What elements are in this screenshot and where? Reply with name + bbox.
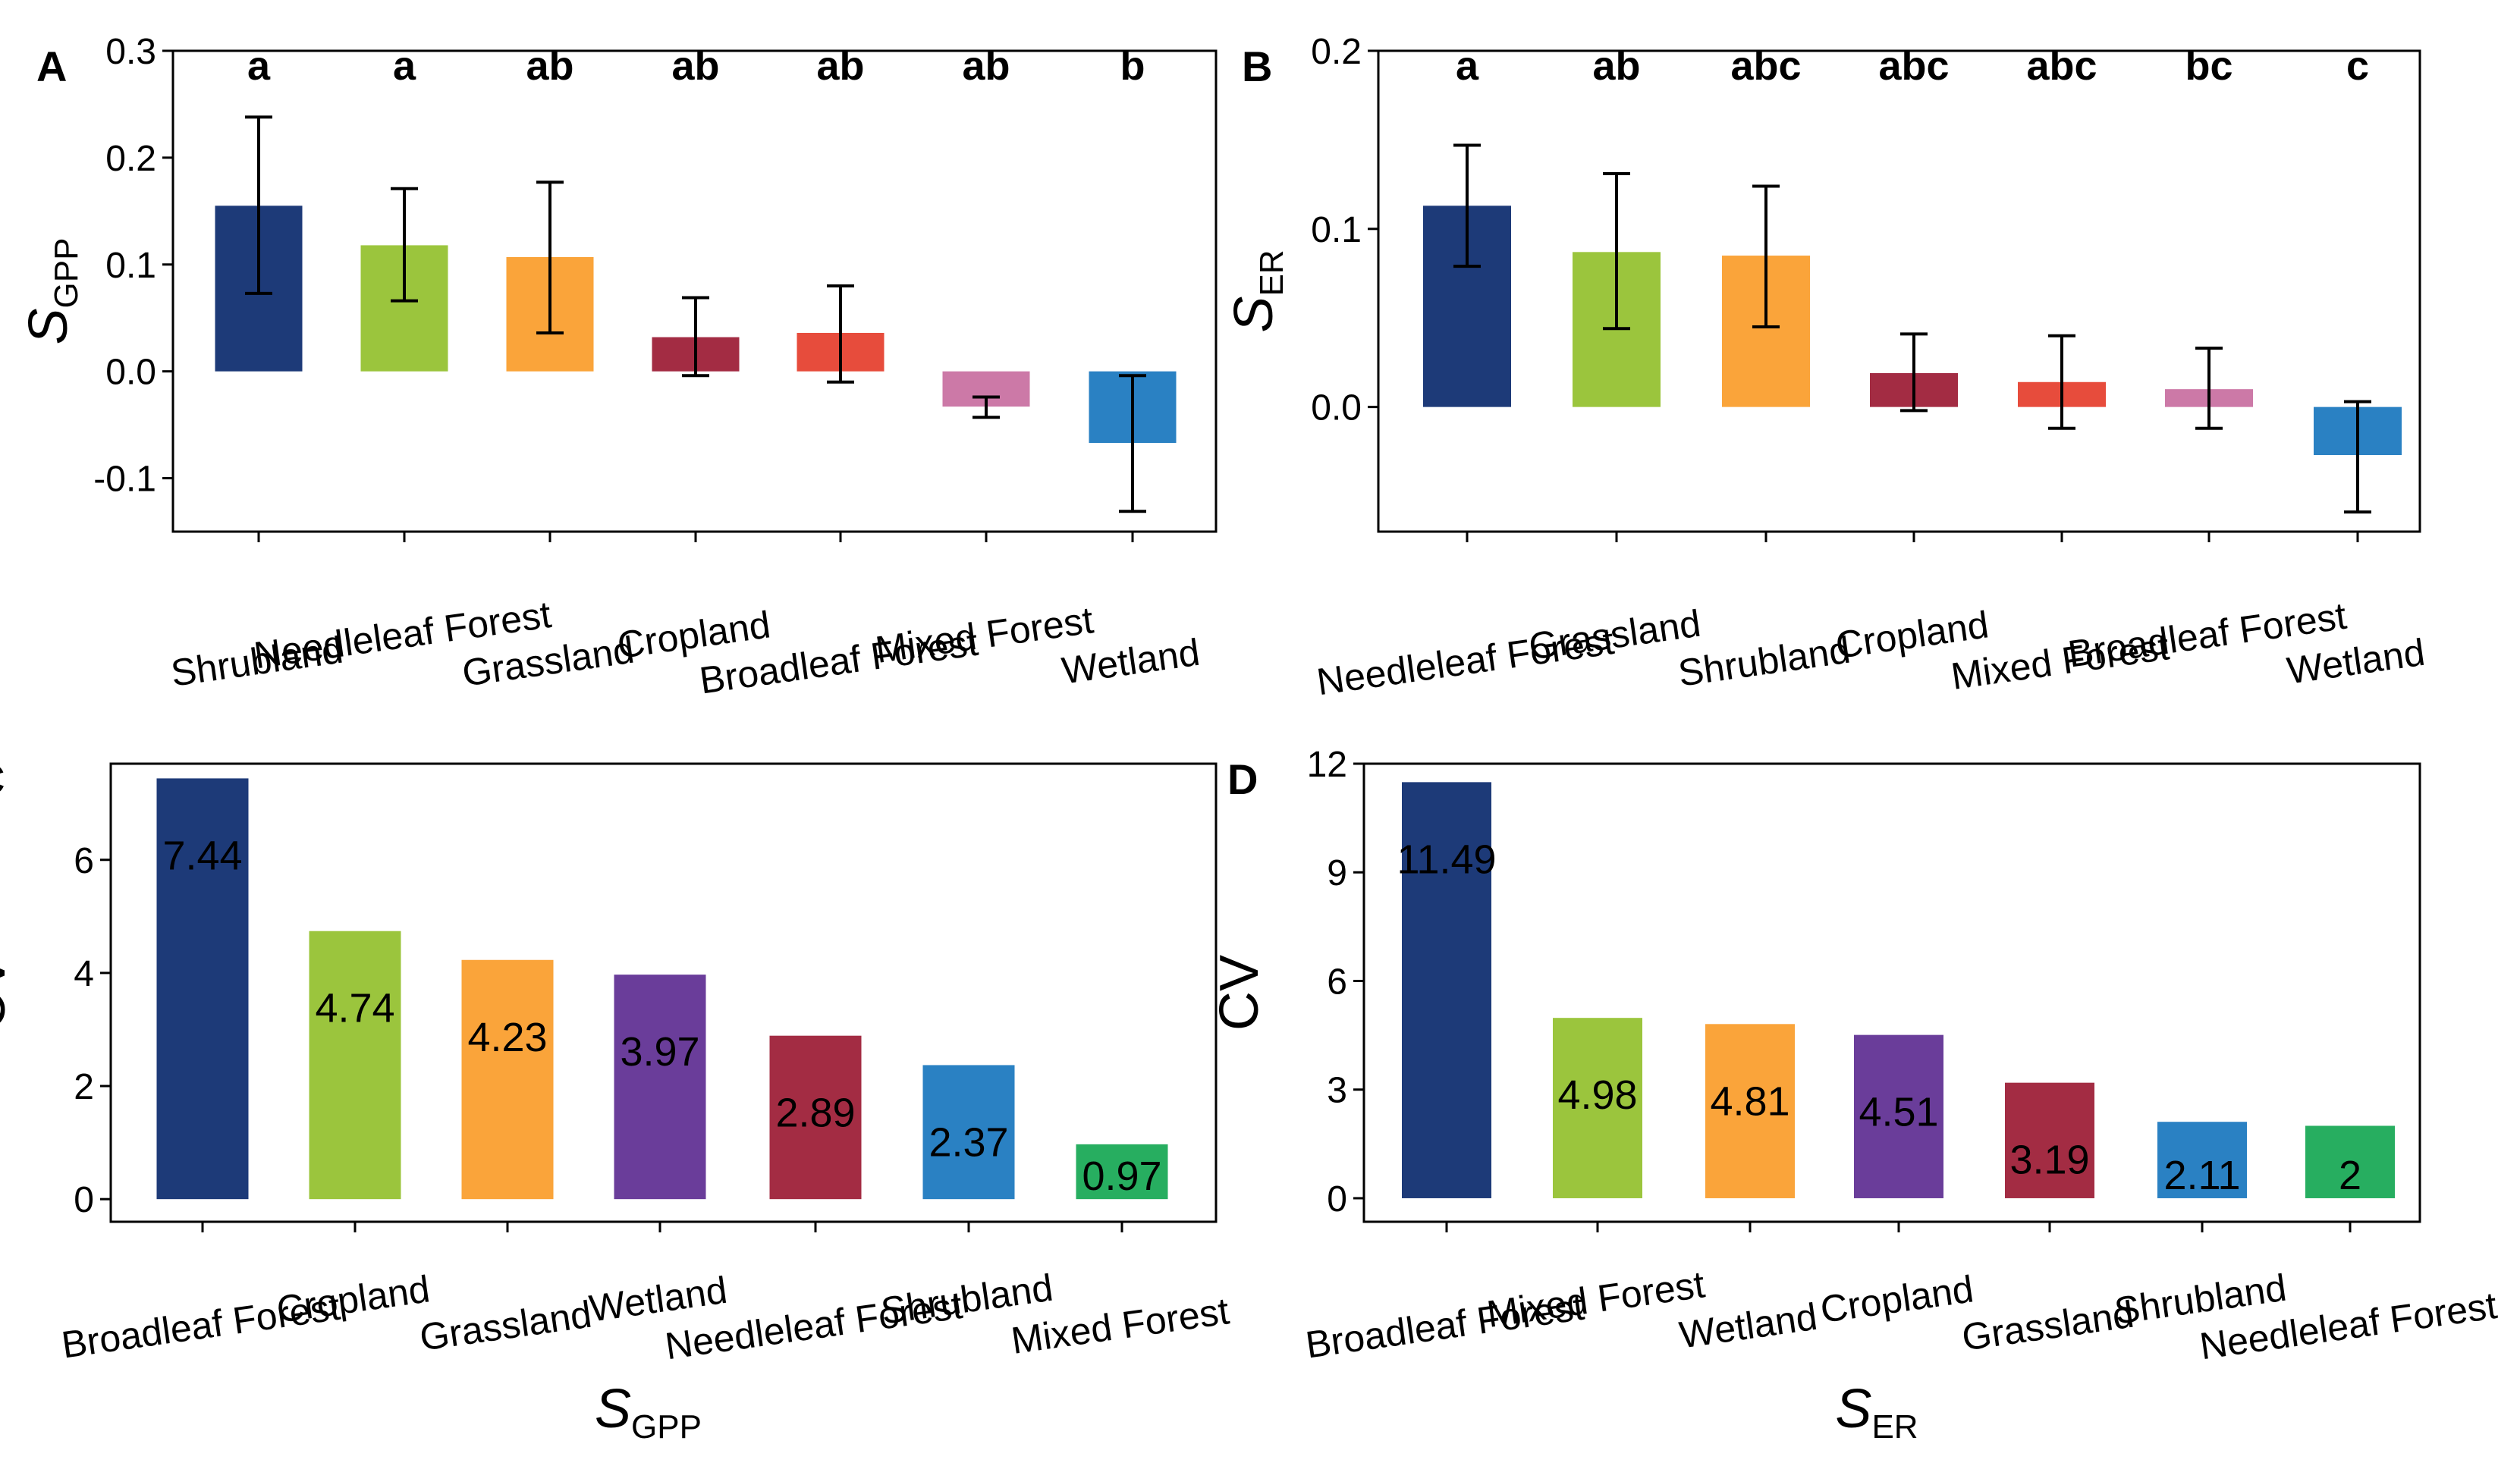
bar-cropland [1854,1034,1943,1198]
significance-letter: abc [2026,43,2097,89]
plot-frame [109,762,1218,1223]
bar-broadleaf-forest [156,778,249,1200]
plot-frame [171,49,1218,533]
x-axis-label-main: S [1835,1379,1871,1439]
significance-letter: ab [526,43,573,89]
significance-letter: b [1120,43,1145,89]
x-axis-label: SGPP [595,1379,702,1445]
y-tick-label: 0.3 [105,32,156,72]
y-axis-label-subscript: ER [1253,250,1290,296]
bar-value-label: 3.19 [2009,1138,2089,1183]
panel-letter: D [1227,755,1258,803]
bar-cropland [309,931,401,1200]
category-label: Cropland [274,1267,432,1331]
bar-wetland [1705,1024,1795,1198]
significance-letter: abc [1730,43,1801,89]
bar-value-label: 2.37 [929,1119,1008,1165]
panel-letter: C [0,755,5,803]
significance-letter: abc [1878,43,1949,89]
y-axis-label-subscript: GPP [48,238,85,309]
bar-wetland [614,975,706,1200]
bar-value-label: 4.98 [1557,1072,1637,1118]
bar-mixed-forest [1553,1018,1642,1198]
bar-value-label: 4.51 [1859,1090,1938,1135]
y-tick-label: 6 [74,841,94,881]
y-tick-label: 6 [1327,962,1347,1002]
y-axis-label: SGPP [18,238,85,345]
bar-broadleaf-forest [1402,782,1491,1198]
panel-letter: A [36,42,67,90]
bar-needleleaf-forest [2305,1125,2395,1198]
y-tick-label: 0.2 [105,139,156,179]
y-tick-label: 0 [1327,1179,1347,1219]
bar-value-label: 0.97 [1082,1154,1161,1199]
y-tick-label: 0.0 [1311,388,1362,428]
bar-value-label: 2.89 [775,1091,855,1136]
y-tick-label: 0.1 [1311,210,1362,250]
significance-letter: ab [816,43,864,89]
bar-grassland [461,959,554,1200]
y-tick-label: 9 [1327,853,1347,893]
x-axis-label: SER [1835,1379,1918,1445]
bar-value-label: 2.11 [2163,1153,2240,1198]
y-tick-label: 3 [1327,1071,1347,1111]
bar-value-label: 4.81 [1710,1078,1789,1124]
y-tick-label: 0.0 [105,353,156,393]
x-axis-label-subscript: GPP [631,1408,702,1445]
bar-value-label: 11.49 [1397,837,1496,882]
significance-letter: bc [2185,43,2232,89]
x-axis-label-subscript: ER [1871,1408,1918,1445]
y-axis-label: CV [1209,955,1270,1031]
y-axis-label: SER [1224,250,1290,332]
bar-value-label: 2 [2339,1153,2361,1198]
y-axis-label: CV [0,955,17,1031]
bar-grassland [2005,1082,2094,1198]
y-axis-label-main: S [1224,297,1284,333]
y-tick-label: 0.1 [105,246,156,286]
plot-frame [1362,762,2421,1223]
y-axis-label-main: CV [1209,955,1270,1031]
y-tick-label: -0.1 [93,460,156,500]
bar-value-label: 4.23 [467,1015,547,1060]
bar-needleleaf-forest [769,1035,862,1200]
significance-letter: a [1456,43,1479,89]
significance-letter: ab [962,43,1010,89]
y-tick-label: 12 [1307,745,1347,785]
y-tick-label: 0 [74,1180,94,1220]
significance-letter: a [393,43,416,89]
bar-value-label: 4.74 [315,986,394,1031]
y-axis-label-main: S [18,308,79,344]
significance-letter: a [247,43,271,89]
bar-value-label: 7.44 [162,833,242,878]
y-tick-label: 2 [74,1067,94,1107]
category-label: Grassland [417,1293,594,1359]
bar-mixed-forest [1076,1144,1168,1200]
y-tick-label: 4 [74,954,94,994]
y-tick-label: 0.2 [1311,32,1362,72]
y-axis-label-main: CV [0,955,17,1031]
category-label: Grassland [1959,1293,2136,1359]
significance-letter: ab [1592,43,1640,89]
category-label: Cropland [1818,1267,1976,1331]
bar-shrubland [922,1065,1015,1200]
category-label: Mixed Forest [1485,1263,1708,1336]
significance-letter: ab [671,43,719,89]
plot-frame [1377,49,2421,533]
panel-letter: B [1242,42,1272,90]
significance-letter: c [2346,43,2369,89]
bar-shrubland [2157,1122,2247,1198]
x-axis-label-main: S [595,1379,631,1439]
bar-value-label: 3.97 [620,1029,699,1075]
